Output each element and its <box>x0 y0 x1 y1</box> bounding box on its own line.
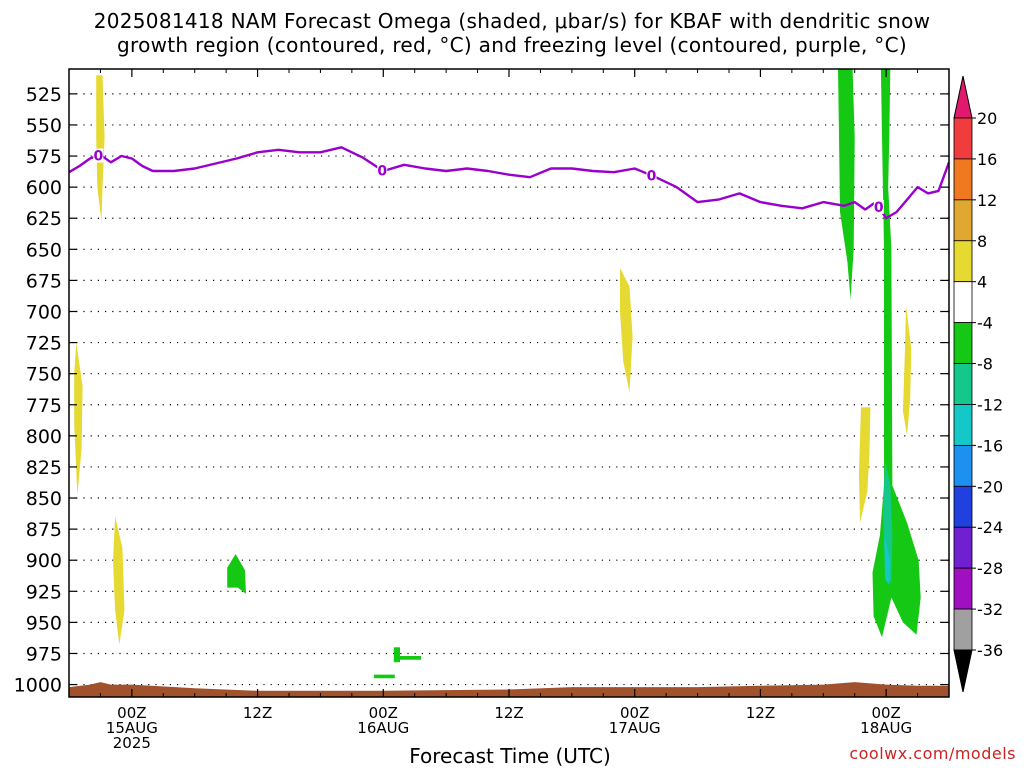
colorbar-band-6 <box>953 322 973 364</box>
colorbar-top-arrow <box>953 75 973 119</box>
x-tick-label-0-2: 2025 <box>113 734 151 752</box>
y-tick-label-550: 550 <box>26 115 62 137</box>
y-tick-label-800: 800 <box>26 426 62 448</box>
x-tick-label-48-1: 17AUG <box>609 719 661 737</box>
x-tick-label-24-1: 16AUG <box>357 719 409 737</box>
omega-region-11 <box>393 647 400 663</box>
y-tick-label-925: 925 <box>26 581 62 603</box>
y-tick-label-600: 600 <box>26 177 62 199</box>
colorbar-label--12: -12 <box>977 395 1003 414</box>
omega-region-8 <box>227 554 246 594</box>
colorbar-label--4: -4 <box>977 314 993 333</box>
y-tick-label-750: 750 <box>26 364 62 386</box>
freezing-level-line <box>69 146 949 220</box>
freezing-label-bg-3 <box>873 199 884 214</box>
colorbar-label--16: -16 <box>977 436 1003 455</box>
colorbar-label--32: -32 <box>977 600 1003 619</box>
colorbar-label-20: 20 <box>977 109 997 128</box>
x-tick-label-24-0: 00Z <box>369 704 398 722</box>
chart-title-line2: growth region (contoured, red, °C) and f… <box>117 33 907 57</box>
colorbar-band-10 <box>953 485 973 528</box>
omega-region-10 <box>398 656 421 660</box>
omega-region-4 <box>858 407 871 523</box>
pressure-gridlines <box>69 93 949 686</box>
colorbar-label--28: -28 <box>977 559 1003 578</box>
x-axis-label: Forecast Time (UTC) <box>409 744 611 768</box>
plot-frame <box>68 68 950 698</box>
omega-shaded-regions <box>74 69 921 679</box>
omega-region-7 <box>872 69 921 638</box>
freezing-label-bg-1 <box>377 163 388 178</box>
y-tick-label-650: 650 <box>26 239 62 261</box>
x-tick-label-0-0: 00Z <box>117 704 146 722</box>
omega-region-5 <box>902 305 912 436</box>
y-tick-label-900: 900 <box>26 550 62 572</box>
colorbar-band-9 <box>953 444 973 487</box>
y-tick-label-700: 700 <box>26 301 62 323</box>
colorbar-band-8 <box>953 404 973 446</box>
x-tick-label-72-1: 18AUG <box>860 719 912 737</box>
x-tick-label-12-0: 12Z <box>243 704 272 722</box>
x-tick-label-36-0: 12Z <box>494 704 523 722</box>
colorbar-band-13 <box>953 608 973 651</box>
colorbar-label--20: -20 <box>977 477 1003 496</box>
x-tick-label-48-0: 00Z <box>620 704 649 722</box>
y-tick-label-825: 825 <box>26 457 62 479</box>
colorbar-band-1 <box>953 117 973 160</box>
colorbar-band-7 <box>953 363 973 405</box>
colorbar-band-4 <box>953 240 973 283</box>
colorbar-band-12 <box>953 567 973 610</box>
y-tick-label-575: 575 <box>26 146 62 168</box>
omega-colorbar: 20 16 12 8 4 -4 -8 -12 -16 -20 -24 -28 -32 -36 <box>953 75 1003 693</box>
y-tick-label-525: 525 <box>26 84 62 106</box>
freezing-level-label-3: 0 <box>874 200 884 216</box>
y-tick-label-775: 775 <box>26 395 62 417</box>
omega-region-9 <box>373 674 395 679</box>
pressure-axis: 525 550 575 600 625 650 675 700 725 750 775 800 825 8… <box>14 84 949 697</box>
freezing-level-label-0: 0 <box>93 149 103 165</box>
chart-title-line1: 2025081418 NAM Forecast Omega (shaded, μ… <box>93 9 931 33</box>
freezing-level-contour: 0 0 0 0 <box>69 146 949 220</box>
colorbar-label-4: 4 <box>977 273 987 292</box>
colorbar-label--8: -8 <box>977 355 993 374</box>
omega-region-3 <box>620 268 633 393</box>
colorbar-label-8: 8 <box>977 232 987 251</box>
colorbar-label--24: -24 <box>977 518 1003 537</box>
site-credit: coolwx.com/models <box>849 744 1016 763</box>
colorbar-label-12: 12 <box>977 191 997 210</box>
omega-region-1 <box>74 342 83 496</box>
y-tick-label-675: 675 <box>26 270 62 292</box>
omega-region-13 <box>884 535 891 586</box>
y-tick-label-850: 850 <box>26 488 62 510</box>
y-tick-label-1000: 1000 <box>14 675 62 697</box>
colorbar-label-16: 16 <box>977 150 997 169</box>
x-tick-label-60-0: 12Z <box>746 704 775 722</box>
y-tick-label-950: 950 <box>26 612 62 634</box>
colorbar-band-11 <box>953 526 973 569</box>
freezing-level-label-2: 0 <box>647 168 657 184</box>
colorbar-label--36: -36 <box>977 641 1003 660</box>
omega-region-2 <box>113 516 125 645</box>
y-tick-label-975: 975 <box>26 643 62 665</box>
x-tick-label-0-1: 15AUG <box>106 719 158 737</box>
y-tick-label-875: 875 <box>26 519 62 541</box>
colorbar-band-5 <box>953 281 973 324</box>
x-tick-label-72-0: 00Z <box>871 704 900 722</box>
colorbar-bottom-arrow <box>953 649 973 693</box>
omega-region-6 <box>838 69 855 300</box>
freezing-label-bg-2 <box>646 168 657 183</box>
freezing-label-bg-0 <box>93 148 104 163</box>
freezing-level-label-1: 0 <box>377 163 387 179</box>
colorbar-band-3 <box>953 199 973 242</box>
y-tick-label-725: 725 <box>26 333 62 355</box>
y-tick-label-625: 625 <box>26 208 62 230</box>
colorbar-band-2 <box>953 158 973 201</box>
